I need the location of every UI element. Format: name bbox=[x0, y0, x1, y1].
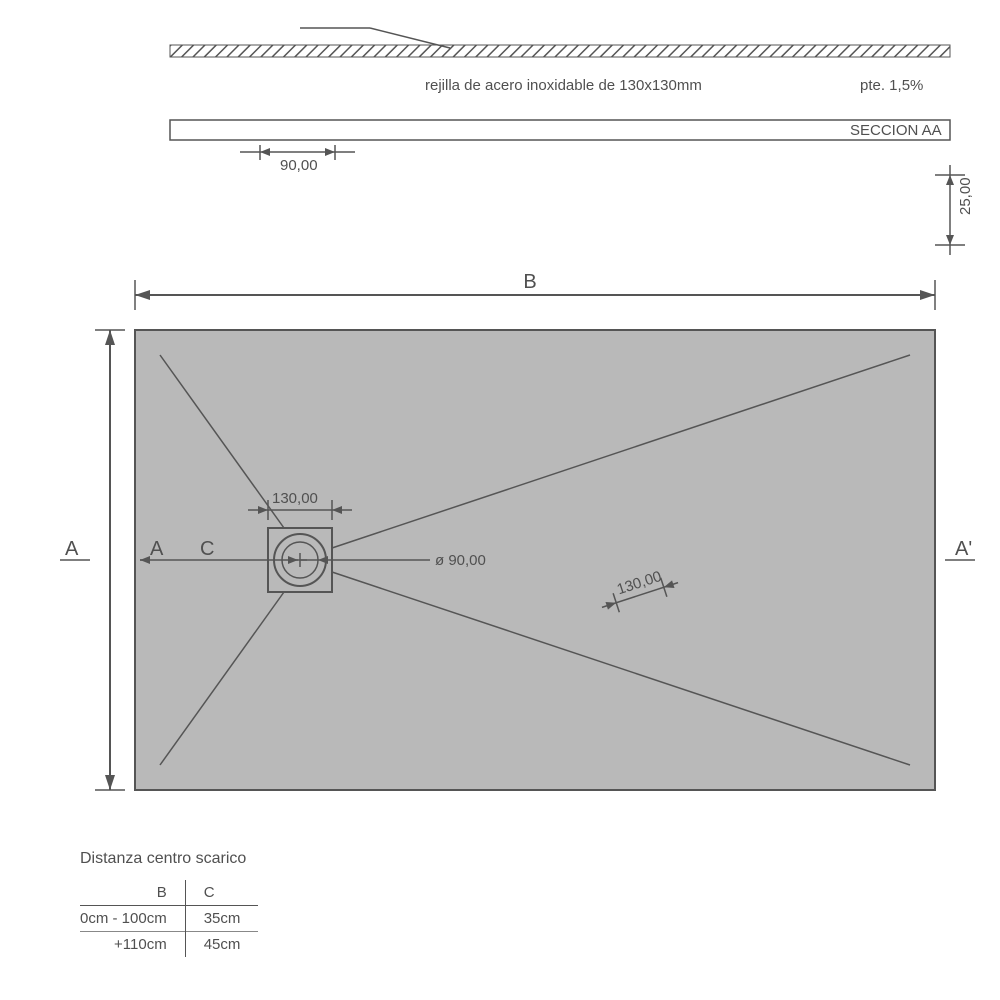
technical-drawing: rejilla de acero inoxidable de 130x130mm… bbox=[0, 0, 1000, 840]
table-col-b: B bbox=[80, 880, 185, 906]
section-dim-90: 90,00 bbox=[280, 157, 318, 174]
slope-note: pte. 1,5% bbox=[860, 77, 923, 94]
section-profile: 90,00 bbox=[170, 120, 950, 174]
section-hatched-bar bbox=[170, 28, 950, 57]
section-label: SECCION AA bbox=[850, 122, 942, 139]
svg-text:130,00: 130,00 bbox=[272, 490, 318, 507]
svg-text:A': A' bbox=[955, 538, 972, 560]
plan-dim-B: B bbox=[135, 271, 935, 310]
table-col-c: C bbox=[185, 880, 258, 906]
svg-text:C: C bbox=[200, 538, 214, 560]
table-row: +110cm 45cm bbox=[80, 932, 258, 958]
section-dim-25: 25,00 bbox=[935, 165, 974, 255]
plan-dim-A-left bbox=[95, 330, 125, 790]
svg-text:A: A bbox=[65, 538, 79, 560]
svg-text:25,00: 25,00 bbox=[957, 177, 974, 215]
svg-text:B: B bbox=[523, 271, 536, 293]
table-title: Distanza centro scarico bbox=[80, 850, 258, 868]
svg-text:A: A bbox=[150, 538, 164, 560]
distance-table: Distanza centro scarico B C 0cm - 100cm … bbox=[80, 850, 258, 957]
table-row: 0cm - 100cm 35cm bbox=[80, 906, 258, 932]
grille-note: rejilla de acero inoxidable de 130x130mm bbox=[425, 77, 702, 94]
svg-text:ø 90,00: ø 90,00 bbox=[435, 552, 486, 569]
